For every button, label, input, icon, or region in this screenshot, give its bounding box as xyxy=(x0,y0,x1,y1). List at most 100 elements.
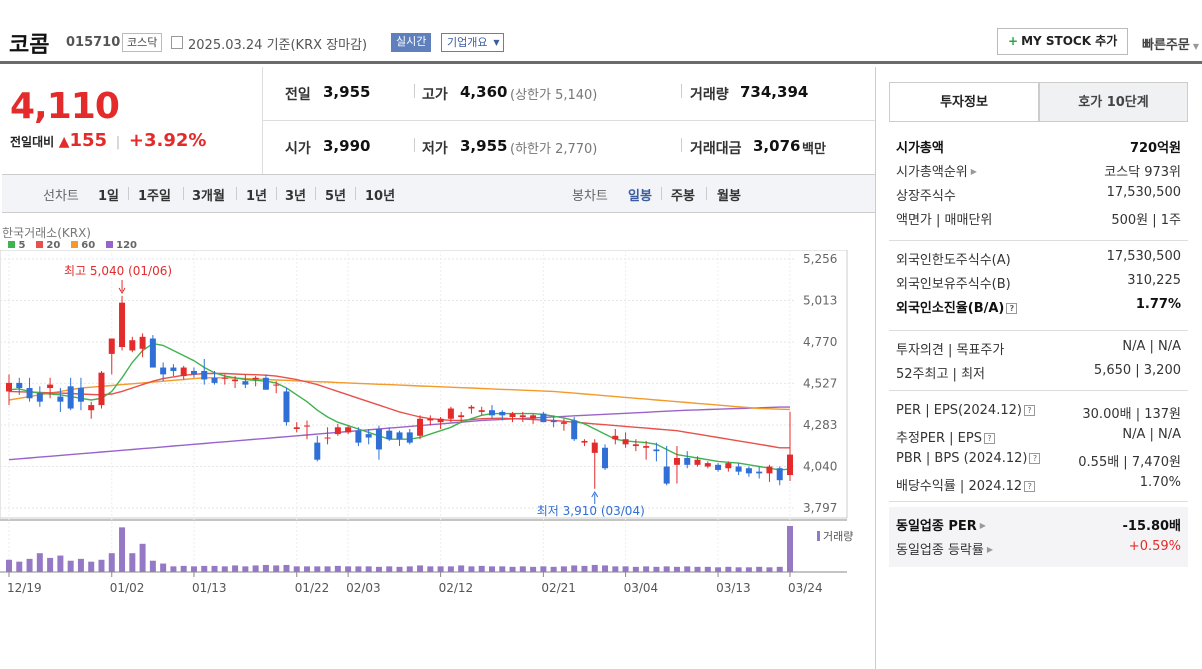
candle-body xyxy=(273,384,280,386)
prev-close-label: 전일 xyxy=(285,87,311,103)
info-key: 상장주식수 xyxy=(896,189,956,204)
help-icon[interactable]: ? xyxy=(1006,303,1018,314)
volume-bar xyxy=(232,565,239,572)
y-tick-label: 3,797 xyxy=(803,501,837,515)
price-chart[interactable]: 5,256 5,013 4,770 4,527 4,283 4,040 3,797 12/19… xyxy=(0,250,876,600)
candle-body xyxy=(345,427,352,433)
help-icon[interactable]: ? xyxy=(1024,481,1036,492)
quick-order-button[interactable]: 빠른주문 ▼ xyxy=(1142,38,1199,53)
candle-body xyxy=(314,442,321,460)
candle-body xyxy=(602,447,609,469)
volume-bar xyxy=(571,565,578,572)
candle-body xyxy=(16,382,23,389)
volume-bar xyxy=(88,561,95,572)
chevron-right-icon: ▶ xyxy=(986,545,994,554)
company-overview-button[interactable]: 기업개요 ▼ xyxy=(441,33,505,52)
info-value: 5,650 | 3,200 xyxy=(1093,363,1181,378)
tab-investment-info[interactable]: 투자정보 xyxy=(889,82,1039,122)
stock-header xyxy=(0,0,1202,64)
tab-10-level-quotes[interactable]: 호가 10단계 xyxy=(1039,82,1188,122)
help-icon[interactable]: ? xyxy=(1029,453,1041,464)
info-key: 외국인보유주식수(B) xyxy=(896,277,1011,292)
volume-bar xyxy=(211,565,218,572)
candle-body xyxy=(581,440,588,443)
realtime-button[interactable]: 실시간 xyxy=(391,33,432,52)
tab-monthly[interactable]: 월봉 xyxy=(717,189,741,204)
tab-1-year[interactable]: 1년 xyxy=(246,189,268,204)
info-key: 시가총액순위 ▶ xyxy=(896,165,977,180)
info-row: 투자의견 | 목표주가 N/A | N/A xyxy=(896,337,1181,359)
divider xyxy=(706,187,707,200)
candle-body xyxy=(108,338,115,354)
sector-box xyxy=(889,507,1188,567)
lower-limit: (하한가 2,770) xyxy=(510,142,598,157)
x-tick-label: 02/03 xyxy=(346,581,381,595)
ma5-line xyxy=(8,342,791,471)
tab-5-year[interactable]: 5년 xyxy=(325,189,347,204)
info-row: 52주최고 | 최저 5,650 | 3,200 xyxy=(896,361,1181,383)
tab-1-day[interactable]: 1일 xyxy=(98,189,120,204)
candle-body xyxy=(612,435,619,440)
candle-body xyxy=(560,422,567,424)
candle-body xyxy=(119,302,126,348)
tab-daily[interactable]: 일봉 xyxy=(628,189,652,204)
info-key: 외국인소진율(B/A)? xyxy=(896,297,1018,316)
candle-body xyxy=(715,464,722,470)
candle-body xyxy=(787,454,793,476)
candle-body xyxy=(735,466,742,472)
current-price: 4,110 xyxy=(10,86,120,127)
tab-10-year[interactable]: 10년 xyxy=(365,189,396,204)
ma120-line xyxy=(8,406,790,461)
help-icon[interactable]: ? xyxy=(1023,405,1035,416)
volume-bar xyxy=(427,566,434,572)
candle-body xyxy=(201,370,208,380)
volume-bar xyxy=(304,566,311,572)
info-value: 310,225 xyxy=(1127,273,1181,288)
my-stock-add-button[interactable]: + MY STOCK 추가 xyxy=(997,28,1129,55)
high-arrow-head-icon xyxy=(118,287,126,294)
low-annotation: 최저 3,910 (03/04) xyxy=(537,504,645,518)
volume-bar xyxy=(201,565,208,572)
info-value: +0.59% xyxy=(1128,539,1181,554)
info-row[interactable]: 동일업종 등락률 ▶ +0.59% xyxy=(896,537,1181,559)
candle-body xyxy=(756,471,763,474)
info-key: 투자의견 | 목표주가 xyxy=(896,343,1005,358)
divider xyxy=(236,187,237,200)
volume-bar xyxy=(673,566,680,572)
up-triangle-icon: ▲ xyxy=(58,134,70,150)
volume-bar xyxy=(509,566,516,572)
tab-3-year[interactable]: 3년 xyxy=(285,189,307,204)
tab-3-month[interactable]: 3개월 xyxy=(192,189,225,204)
info-key: 시가총액 xyxy=(896,141,944,156)
tab-1-week[interactable]: 1주일 xyxy=(138,189,171,204)
candle-body xyxy=(355,430,362,443)
candle-body xyxy=(694,459,701,465)
x-tick-label: 03/04 xyxy=(624,581,659,595)
candle-body xyxy=(252,377,259,380)
candle-body xyxy=(663,466,670,484)
candle-body xyxy=(632,444,639,447)
divider xyxy=(661,187,662,200)
candle-body xyxy=(190,370,197,375)
volume-bar xyxy=(591,564,598,572)
volume-bar xyxy=(550,566,557,572)
help-icon[interactable]: ? xyxy=(983,433,995,444)
candle-body xyxy=(262,377,269,390)
volume-bar xyxy=(643,566,650,572)
calendar-icon xyxy=(171,36,183,49)
divider xyxy=(262,120,875,121)
divider xyxy=(315,187,316,200)
volume-bar xyxy=(273,565,280,572)
volume-bar xyxy=(632,566,639,572)
volume-bar xyxy=(334,565,341,572)
info-row[interactable]: 시가총액순위 ▶ 코스닥 973위 xyxy=(896,159,1181,181)
tab-weekly[interactable]: 주봉 xyxy=(671,189,695,204)
candle-body xyxy=(478,410,485,412)
volume-bar xyxy=(684,566,691,572)
info-row: 외국인한도주식수(A) 17,530,500 xyxy=(896,247,1181,269)
market-badge: 코스닥 xyxy=(122,33,163,52)
volume-bar xyxy=(190,566,197,572)
info-row[interactable]: 동일업종 PER ▶ -15.80배 xyxy=(896,513,1181,535)
candle-body xyxy=(427,418,434,421)
period-tab-bar xyxy=(2,174,875,213)
